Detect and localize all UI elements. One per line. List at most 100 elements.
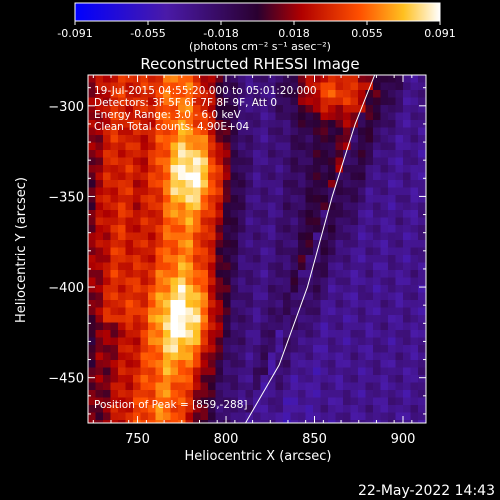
heatmap-cell	[268, 255, 276, 263]
heatmap-cell	[200, 247, 209, 256]
heatmap-cell	[110, 255, 119, 263]
colorbar-tick-label: -0.091	[57, 27, 92, 40]
heatmap-cell	[320, 397, 329, 406]
heatmap-cell	[185, 120, 194, 128]
heatmap-cell	[193, 367, 201, 376]
heatmap-cell	[215, 270, 224, 278]
heatmap-cell	[208, 225, 216, 233]
heatmap-cell	[88, 292, 96, 301]
heatmap-cell	[223, 150, 231, 158]
heatmap-cell	[298, 405, 306, 413]
heatmap-cell	[215, 277, 224, 286]
heatmap-cell	[305, 367, 314, 376]
heatmap-cell	[230, 345, 239, 353]
heatmap-cell	[418, 270, 426, 278]
heatmap-cell	[335, 330, 344, 338]
heatmap-cell	[125, 120, 134, 128]
heatmap-cell	[350, 232, 359, 241]
heatmap-cell	[298, 382, 306, 391]
heatmap-cell	[125, 352, 134, 361]
heatmap-cell	[260, 382, 269, 391]
heatmap-cell	[305, 360, 314, 368]
heatmap-cell	[208, 157, 216, 166]
heatmap-cell	[223, 142, 231, 151]
heatmap-cell	[148, 390, 156, 398]
heatmap-cell	[193, 82, 201, 91]
heatmap-cell	[245, 360, 254, 368]
heatmap-cell	[290, 225, 299, 233]
heatmap-cell	[88, 195, 96, 203]
heatmap-cell	[110, 75, 119, 83]
heatmap-cell	[290, 315, 299, 323]
heatmap-cell	[275, 187, 284, 196]
heatmap-cell	[283, 270, 291, 278]
heatmap-cell	[178, 75, 186, 83]
heatmap-cell	[155, 142, 164, 151]
heatmap-cell	[230, 322, 239, 331]
heatmap-cell	[185, 420, 194, 423]
heatmap-cell	[88, 135, 96, 143]
heatmap-cell	[238, 405, 246, 413]
heatmap-cell	[313, 120, 321, 128]
heatmap-cell	[155, 382, 164, 391]
heatmap-cell	[230, 382, 239, 391]
heatmap-cell	[193, 165, 201, 173]
heatmap-cell	[170, 97, 179, 106]
heatmap-cell	[133, 337, 141, 346]
heatmap-cell	[358, 172, 366, 181]
heatmap-cell	[365, 255, 374, 263]
heatmap-cell	[358, 150, 366, 158]
heatmap-cell	[223, 232, 231, 241]
heatmap-cell	[418, 397, 426, 406]
heatmap-cell	[155, 120, 164, 128]
heatmap-cell	[193, 172, 201, 181]
heatmap-cell	[193, 217, 201, 226]
heatmap-cell	[395, 180, 404, 188]
heatmap-cell	[193, 127, 201, 136]
heatmap-cell	[328, 262, 336, 271]
heatmap-cell	[425, 285, 426, 293]
heatmap-cell	[395, 322, 404, 331]
heatmap-cell	[403, 187, 411, 196]
heatmap-cell	[208, 187, 216, 196]
heatmap-cell	[185, 172, 194, 181]
heatmap-cell	[373, 82, 381, 91]
heatmap-cell	[140, 202, 149, 211]
heatmap-cell	[215, 240, 224, 248]
heatmap-cell	[388, 112, 396, 121]
heatmap-cell	[103, 157, 111, 166]
heatmap-cell	[230, 232, 239, 241]
heatmap-cell	[245, 382, 254, 391]
heatmap-cell	[388, 390, 396, 398]
colorbar-tick-label: -0.055	[130, 27, 165, 40]
heatmap-cell	[328, 330, 336, 338]
heatmap-cell	[253, 127, 261, 136]
heatmap-cell	[230, 120, 239, 128]
heatmap-cell	[290, 82, 299, 91]
heatmap-cell	[365, 157, 374, 166]
heatmap-cell	[148, 195, 156, 203]
heatmap-cell	[290, 262, 299, 271]
heatmap-cell	[403, 202, 411, 211]
heatmap-cell	[110, 292, 119, 301]
heatmap-cell	[290, 255, 299, 263]
heatmap-cell	[193, 195, 201, 203]
heatmap-cell	[418, 172, 426, 181]
heatmap-cell	[320, 187, 329, 196]
heatmap-cell	[170, 382, 179, 391]
heatmap-cell	[335, 187, 344, 196]
heatmap-cell	[95, 202, 104, 211]
heatmap-cell	[365, 345, 374, 353]
heatmap-cell	[260, 90, 269, 98]
heatmap-cell	[365, 262, 374, 271]
heatmap-cell	[140, 285, 149, 293]
heatmap-cell	[110, 127, 119, 136]
heatmap-cell	[238, 412, 246, 421]
heatmap-cell	[305, 75, 314, 83]
heatmap-cell	[373, 202, 381, 211]
heatmap-cell	[95, 120, 104, 128]
heatmap-cell	[208, 262, 216, 271]
heatmap-cell	[88, 217, 96, 226]
heatmap-cell	[328, 322, 336, 331]
